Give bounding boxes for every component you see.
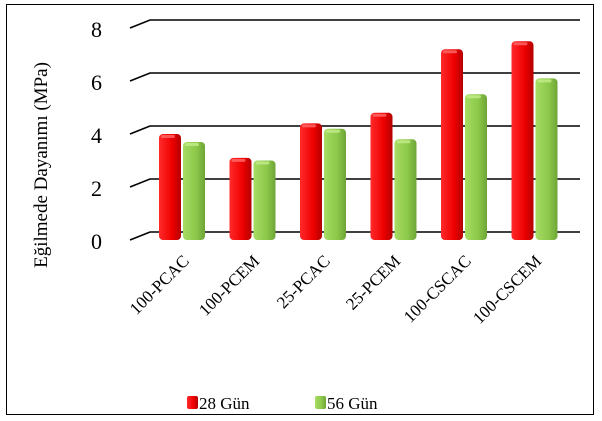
bar-28-gun — [229, 157, 252, 240]
bar-28-gun — [159, 134, 181, 240]
x-category-label: 100-PCAC — [126, 251, 193, 318]
bar-top-highlight — [372, 113, 387, 117]
gridline — [129, 19, 580, 29]
bar-top-highlight — [302, 124, 316, 128]
bar-top-highlight — [185, 142, 199, 146]
gridline — [129, 178, 580, 188]
bar-top-highlight — [396, 140, 411, 144]
y-axis-label: Eğilmede Dayanımı (MPa) — [31, 62, 52, 268]
y-tick-label: 4 — [91, 123, 102, 148]
y-tick-label: 0 — [91, 229, 102, 254]
legend-swatch — [187, 396, 198, 409]
bar-56-gun — [465, 94, 487, 240]
x-category-label: 100-CSCEM — [469, 251, 545, 327]
y-tick-label: 2 — [91, 176, 102, 201]
y-tick-labels: 0 2 4 6 8 — [91, 17, 102, 254]
legend: 28 Gün 56 Gün — [187, 394, 378, 413]
bar-28-gun — [300, 123, 322, 240]
bar-top-highlight — [161, 135, 175, 138]
x-category-label: 25-PCAC — [273, 251, 334, 312]
bar-56-gun — [183, 141, 205, 240]
bar-top-highlight — [255, 161, 270, 165]
bar-28-gun — [511, 41, 534, 240]
bar-56-gun — [324, 128, 346, 240]
x-category-labels: 100-PCAC 100-PCEM 25-PCAC 25-PCEM100-CSCAC1… — [126, 251, 545, 327]
gridline — [129, 231, 580, 241]
bar-56-gun — [535, 78, 558, 240]
legend-entry: 56 Gün — [327, 394, 378, 413]
gridlines — [129, 19, 580, 241]
bar-56-gun — [394, 139, 417, 240]
bar-top-highlight — [443, 50, 457, 54]
y-tick-label: 6 — [91, 70, 102, 95]
bar-28-gun — [370, 112, 393, 240]
legend-swatch — [315, 396, 326, 409]
bar-top-highlight — [537, 79, 552, 83]
bar-28-gun — [441, 49, 463, 241]
gridline — [129, 125, 580, 135]
bar-top-highlight — [513, 42, 528, 46]
x-category-label: 100-CSCAC — [400, 251, 475, 326]
bar-56-gun — [253, 160, 276, 240]
y-tick-label: 8 — [91, 17, 102, 42]
bar-top-highlight — [231, 158, 246, 162]
x-category-label: 100-PCEM — [195, 251, 263, 319]
bar-top-highlight — [467, 95, 481, 99]
bar-top-highlight — [326, 129, 340, 133]
bars — [159, 41, 558, 241]
x-category-label: 25-PCEM — [342, 251, 404, 313]
legend-entry: 28 Gün — [199, 394, 250, 413]
gridline — [129, 72, 580, 82]
